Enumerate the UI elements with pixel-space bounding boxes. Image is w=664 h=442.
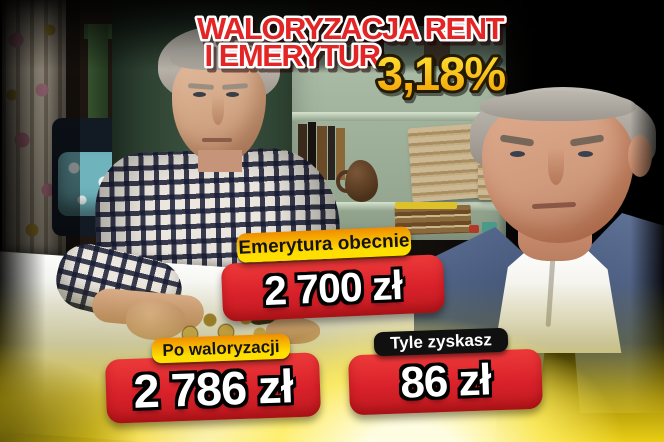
after-valorization-value-badge: 2 786 zł [104,352,322,424]
book-spine [328,126,335,180]
politician-hairline [480,91,636,121]
politician-eye [578,151,593,157]
gain-value: 86 zł [399,355,492,408]
gain-value-badge: 86 zł [348,348,543,416]
politician-face [482,97,634,243]
gain-label-badge: Tyle zyskasz [373,327,509,357]
teal-object [482,222,497,233]
gain-label: Tyle zyskasz [389,330,493,353]
book-spine [308,122,316,180]
politician-eye [510,151,525,157]
elderly-man-mouth [202,138,232,142]
politician-nose [548,147,564,185]
current-pension-value-badge: 2 700 zł [220,254,446,322]
after-valorization-label: Po waloryzacji [162,336,280,360]
current-pension-label: Emerytura obecnie [238,229,410,259]
elderly-man-eye [226,92,239,97]
elderly-man-nose [212,95,224,125]
current-pension-value: 2 700 zł [263,261,403,314]
jug [345,160,378,202]
elderly-man-neck [198,150,242,172]
book-spine [336,128,345,180]
headline-percent: 3,18% [377,47,505,100]
headline-line2: I EMERYTUR [204,38,380,73]
shelf-board [292,112,506,121]
book-spine [298,124,307,180]
top-vignette [0,0,664,70]
headline: WALORYZACJA RENT I EMERYTUR 3,18% [194,9,509,104]
headline-line1: WALORYZACJA RENT [197,11,505,46]
after-valorization-label-badge: Po waloryzacji [151,333,291,364]
elderly-man-face [172,52,266,164]
elderly-man-eye [193,92,206,97]
red-object [469,225,479,233]
yellow-book-spine [395,202,457,209]
after-valorization-value: 2 786 zł [132,358,294,418]
book-spine [317,126,327,180]
